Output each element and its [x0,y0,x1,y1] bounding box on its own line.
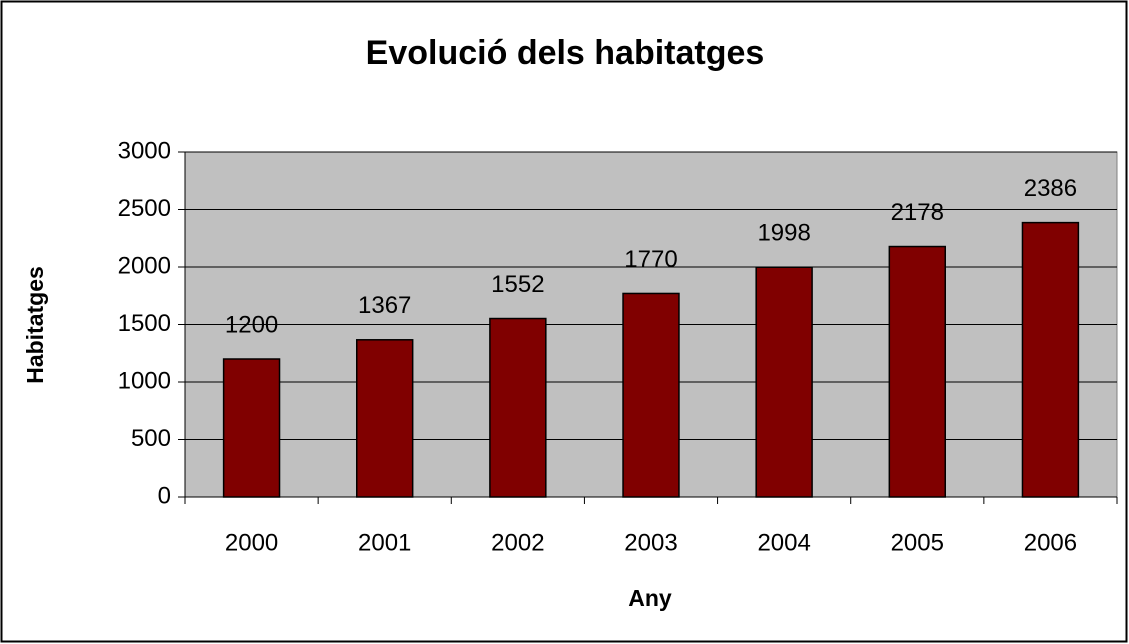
y-tick-label: 2000 [118,252,171,279]
y-tick-label: 500 [131,425,171,452]
y-tick-label: 2500 [118,195,171,222]
bar [1021,221,1080,498]
chart-title: Evolució dels habitatges [366,34,765,72]
bar [356,339,414,498]
y-tick-label: 0 [158,482,171,509]
x-tick-label: 2004 [757,529,810,556]
x-tick-label: 2000 [225,529,278,556]
x-tick-label: 2002 [491,529,544,556]
data-label: 1200 [225,311,278,338]
bar [622,292,680,498]
y-tick-label: 1000 [118,367,171,394]
y-tick-label: 3000 [118,137,171,164]
bar [489,317,547,498]
bar [222,358,281,498]
y-tick-label: 1500 [118,310,171,337]
x-tick-label: 2001 [358,529,411,556]
data-label: 1770 [624,246,677,273]
bar [888,245,946,498]
data-label: 1998 [757,220,810,247]
x-tick-label: 2003 [624,529,677,556]
data-label: 1367 [358,292,411,319]
y-axis-title: Habitatges [22,266,48,384]
data-label: 2386 [1024,175,1077,202]
x-tick-label: 2006 [1024,529,1077,556]
x-axis-title: Any [628,585,672,611]
data-label: 2178 [891,199,944,226]
bar [755,266,813,498]
data-label: 1552 [491,271,544,298]
x-tick-label: 2005 [891,529,944,556]
